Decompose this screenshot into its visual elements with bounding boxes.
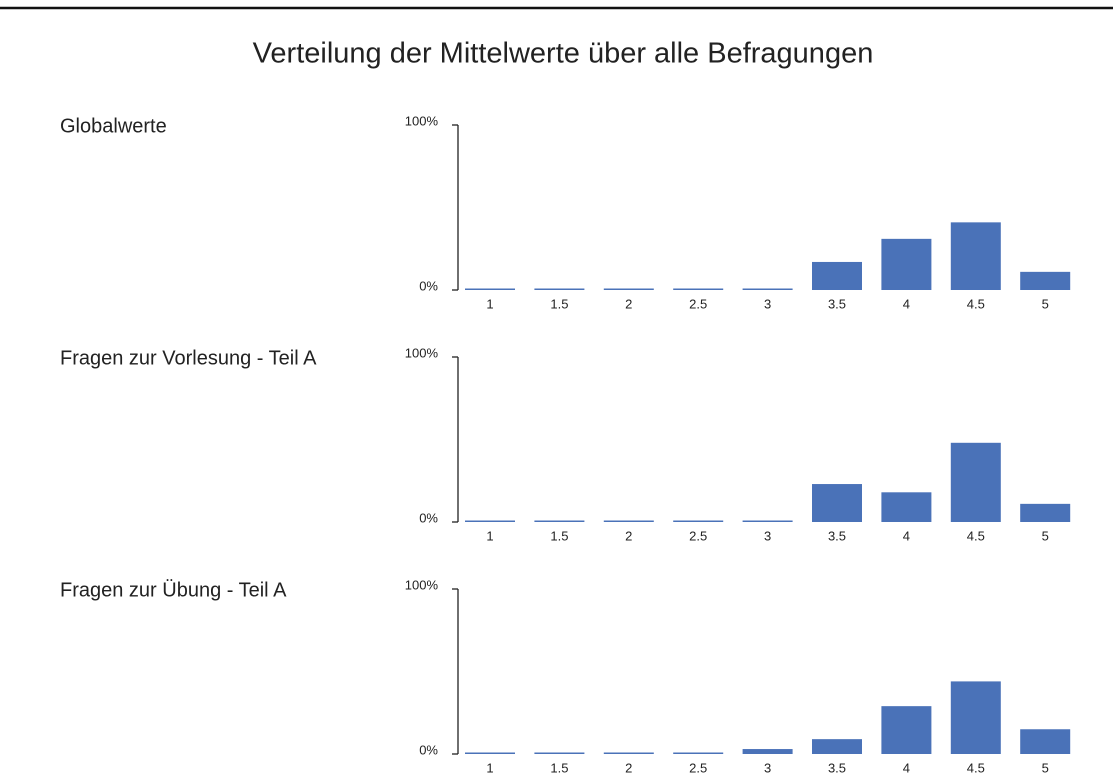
y-tick-label: 0% [419, 510, 438, 525]
x-tick-label: 1 [486, 760, 493, 775]
x-tick-label: 4 [903, 760, 910, 775]
x-tick-label: 1.5 [550, 528, 568, 543]
chart-label: Globalwerte [60, 115, 167, 137]
bar [742, 520, 793, 522]
bar [742, 749, 793, 754]
x-tick-label: 2.5 [689, 528, 707, 543]
y-tick-label: 0% [419, 742, 438, 757]
y-tick-label: 100% [405, 113, 439, 128]
bar [1020, 271, 1071, 290]
x-tick-label: 3.5 [828, 296, 846, 311]
x-tick-label: 3 [764, 528, 771, 543]
bar [603, 288, 654, 290]
x-tick-label: 4.5 [967, 296, 985, 311]
x-tick-label: 3 [764, 760, 771, 775]
bar [1020, 729, 1071, 754]
bar [950, 442, 1001, 522]
x-tick-label: 2 [625, 760, 632, 775]
page-title: Verteilung der Mittelwerte über alle Bef… [253, 38, 874, 70]
x-tick-label: 4 [903, 528, 910, 543]
x-tick-label: 2 [625, 528, 632, 543]
bar [534, 752, 585, 754]
x-tick-label: 1 [486, 296, 493, 311]
bar [603, 752, 654, 754]
chart-label: Fragen zur Übung - Teil A [60, 579, 287, 601]
x-tick-label: 3 [764, 296, 771, 311]
x-tick-label: 4 [903, 296, 910, 311]
bar [534, 520, 585, 522]
x-tick-label: 2.5 [689, 760, 707, 775]
bar [881, 238, 932, 290]
bar [950, 681, 1001, 754]
bar [465, 288, 515, 290]
bar [603, 520, 654, 522]
bar [673, 520, 724, 522]
x-tick-label: 2.5 [689, 296, 707, 311]
chart-label: Fragen zur Vorlesung - Teil A [60, 347, 317, 369]
y-tick-label: 0% [419, 278, 438, 293]
x-tick-label: 1.5 [550, 296, 568, 311]
x-tick-label: 4.5 [967, 528, 985, 543]
bar [465, 520, 515, 522]
x-tick-label: 2 [625, 296, 632, 311]
bar [673, 752, 724, 754]
bar [812, 739, 862, 754]
bar [881, 706, 932, 754]
bar [812, 484, 862, 522]
x-tick-label: 3.5 [828, 528, 846, 543]
x-tick-label: 5 [1042, 296, 1049, 311]
x-tick-label: 3.5 [828, 760, 846, 775]
bar [534, 288, 585, 290]
y-tick-label: 100% [405, 345, 439, 360]
x-tick-label: 5 [1042, 528, 1049, 543]
bar [465, 752, 515, 754]
y-tick-label: 100% [405, 577, 439, 592]
bar [950, 222, 1001, 290]
bar [1020, 503, 1071, 522]
bar [673, 288, 724, 290]
bar [881, 492, 932, 522]
x-tick-label: 1.5 [550, 760, 568, 775]
x-tick-label: 4.5 [967, 760, 985, 775]
x-tick-label: 5 [1042, 760, 1049, 775]
x-tick-label: 1 [486, 528, 493, 543]
bar [742, 288, 793, 290]
bar [812, 261, 862, 290]
